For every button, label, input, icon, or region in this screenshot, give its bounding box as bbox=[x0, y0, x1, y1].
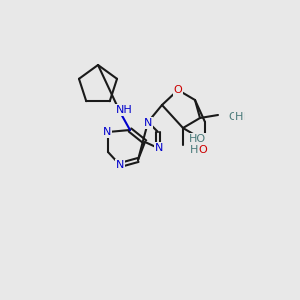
Text: H: H bbox=[190, 145, 198, 155]
Text: N: N bbox=[155, 143, 163, 153]
Text: N: N bbox=[116, 160, 124, 170]
Text: NH: NH bbox=[116, 105, 132, 115]
Text: H: H bbox=[235, 112, 243, 122]
Text: HO: HO bbox=[188, 134, 206, 144]
Text: O: O bbox=[174, 85, 182, 95]
Text: OH: OH bbox=[228, 112, 245, 122]
Text: N: N bbox=[103, 127, 111, 137]
Text: N: N bbox=[144, 118, 152, 128]
Text: O: O bbox=[199, 145, 207, 155]
